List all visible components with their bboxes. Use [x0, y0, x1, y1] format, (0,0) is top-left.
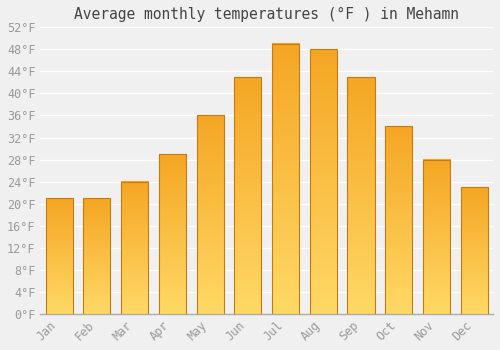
- Bar: [196, 116, 224, 314]
- Bar: [84, 198, 110, 314]
- Bar: [310, 49, 337, 314]
- Bar: [460, 187, 488, 314]
- Bar: [121, 182, 148, 314]
- Bar: [423, 160, 450, 314]
- Bar: [46, 198, 73, 314]
- Bar: [159, 154, 186, 314]
- Bar: [272, 44, 299, 314]
- Bar: [385, 126, 412, 314]
- Bar: [348, 77, 374, 314]
- Bar: [234, 77, 262, 314]
- Title: Average monthly temperatures (°F ) in Mehamn: Average monthly temperatures (°F ) in Me…: [74, 7, 459, 22]
